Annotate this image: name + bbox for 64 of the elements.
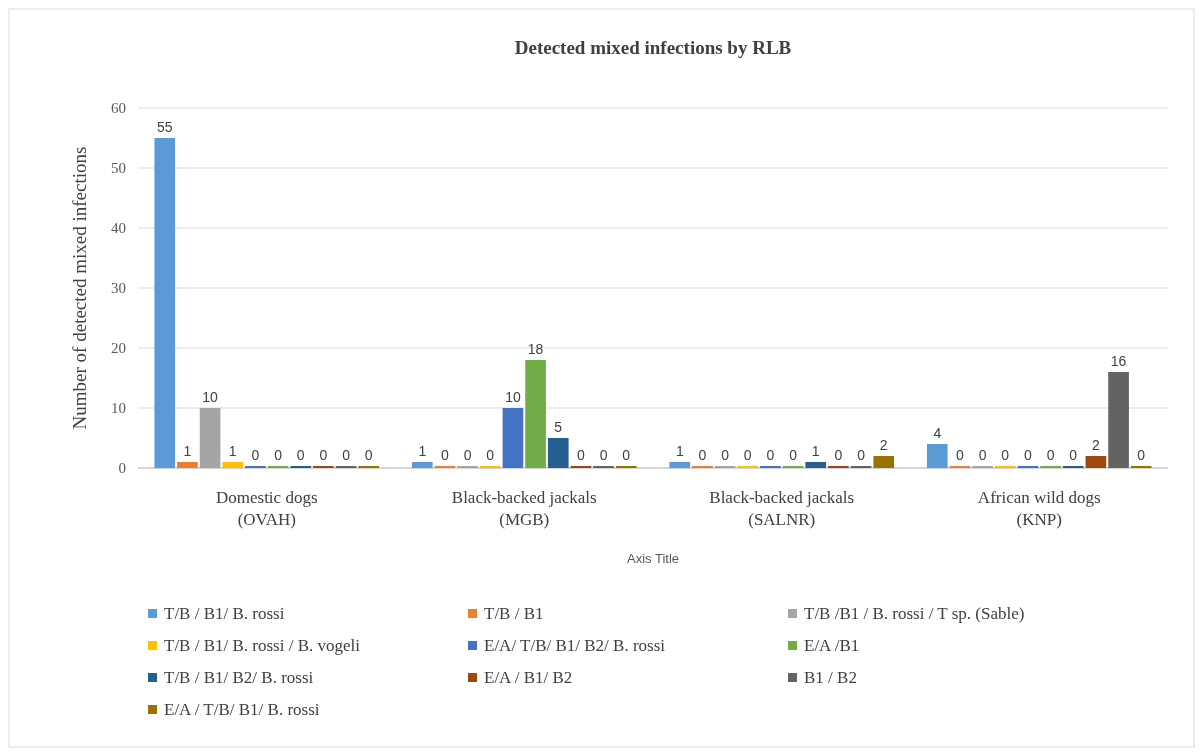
legend-label: E/A/ T/B/ B1/ B2/ B. rossi [484,636,666,655]
data-label: 0 [274,447,283,463]
y-tick-label: 30 [111,280,126,296]
data-label: 10 [202,389,219,405]
data-label: 0 [577,447,585,463]
data-label: 0 [978,447,987,463]
data-label: 0 [1137,447,1146,463]
data-label: 0 [1046,447,1055,463]
y-tick-label: 20 [111,340,126,356]
data-label: 2 [879,437,888,453]
data-label: 5 [554,419,563,435]
data-label: 0 [1069,447,1078,463]
x-tick-label: Black-backed jackals (MGB) [451,488,597,529]
data-label: 55 [156,119,173,135]
data-label: 16 [1110,353,1127,369]
y-tick-label: 60 [111,100,126,116]
data-label: 0 [698,447,707,463]
legend-label: T/B / B1/ B. rossi [164,604,285,623]
legend-label: E/A / T/B/ B1/ B. rossi [164,700,320,719]
data-label: 0 [342,447,351,463]
data-label: 0 [721,447,730,463]
y-tick-label: 0 [118,460,126,476]
x-tick-label: African wild dogs (KNP) [977,488,1101,529]
data-label: 0 [599,447,608,463]
legend-label: B1 / B2 [804,668,857,687]
data-label: 0 [486,447,495,463]
data-label: 0 [622,447,631,463]
legend-label: T/B / B1/ B2/ B. rossi [164,668,314,687]
data-label: 1 [228,443,237,459]
data-label: 1 [675,443,684,459]
legend-label: T/B /B1 / B. rossi / T sp. (Sable) [804,604,1025,623]
data-label: 0 [441,447,450,463]
data-label: 0 [1024,447,1033,463]
y-tick-label: 10 [111,400,126,416]
data-label: 0 [1001,447,1010,463]
legend-label: E/A /B1 [804,636,860,655]
data-label: 4 [933,425,942,441]
data-label: 0 [789,447,798,463]
legend-label: T/B / B1 [484,604,544,623]
data-label: 2 [1092,437,1100,453]
y-tick-label: 50 [111,160,126,176]
x-axis-title: Axis Title [626,551,680,566]
data-label: 0 [251,447,260,463]
data-label: 1 [418,443,427,459]
legend-label: E/A / B1/ B2 [484,668,573,687]
data-label: 0 [766,447,775,463]
chart-title: Detected mixed infections by RLB [514,37,792,58]
legend-label: T/B / B1/ B. rossi / B. vogeli [164,636,361,655]
data-label: 10 [505,389,521,405]
data-label: 0 [463,447,472,463]
data-label: 0 [743,447,752,463]
data-label: 0 [857,447,866,463]
y-axis-title: Number of detected mixed infections [69,146,90,430]
data-label: 0 [296,447,305,463]
y-tick-label: 40 [111,220,126,236]
data-label: 18 [527,341,544,357]
x-tick-label: Domestic dogs (OVAH) [215,488,318,529]
data-label: 0 [319,447,328,463]
data-label: 0 [834,447,843,463]
data-label: 1 [183,443,192,459]
data-label: 0 [364,447,373,463]
data-label: 0 [956,447,965,463]
x-tick-label: Black-backed jackals (SALNR) [709,488,855,529]
data-label: 1 [811,443,820,459]
